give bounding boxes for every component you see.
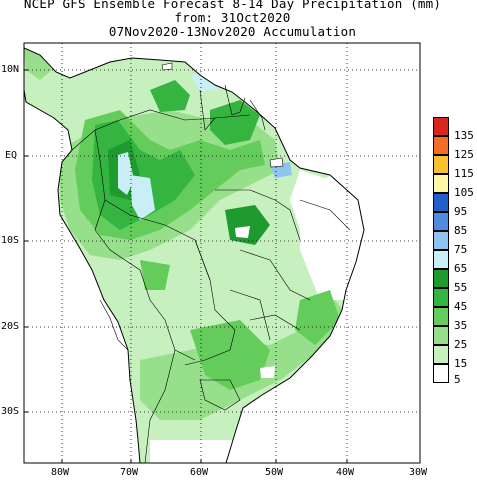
lon-label-40w: 40W [336,467,355,478]
legend-label-45: 45 [454,300,468,313]
legend-label-55: 55 [454,281,468,294]
legend-label-125: 125 [454,148,474,161]
legend-label-65: 65 [454,262,468,275]
country-borders [71,84,351,463]
lat-label-30s: 30S [1,406,20,417]
lon-label-80w: 80W [51,467,70,478]
legend-swatch-45 [433,288,449,307]
lat-label-10n: 10N [1,64,20,75]
legend-label-85: 85 [454,224,468,237]
axis-ticks [24,69,348,463]
legend-swatch-85 [433,212,449,231]
islands [161,62,284,168]
legend-label-25: 25 [454,338,468,351]
legend-swatch-105 [433,174,449,193]
legend-swatch-65 [433,250,449,269]
legend-label-35: 35 [454,319,468,332]
lon-label-60w: 60W [190,467,209,478]
legend-swatch-135 [433,117,449,136]
chart-title: NCEP GFS Ensemble Forecast 8-14 Day Prec… [23,0,442,11]
accumulation-period: 07Nov2020-13Nov2020 Accumulation [108,24,357,39]
legend-swatch-55 [433,269,449,288]
lon-label-30w: 30W [409,467,428,478]
legend-swatch-5 [433,364,449,383]
legend-swatch-95 [433,193,449,212]
legend-label-115: 115 [454,167,474,180]
forecast-from-date: from: 31Oct2020 [174,10,291,25]
lon-label-70w: 70W [120,467,139,478]
legend-label-5: 5 [454,373,461,386]
legend-label-135: 135 [454,129,474,142]
coastline [24,47,365,463]
legend-swatch-125 [433,136,449,155]
legend-label-75: 75 [454,243,468,256]
lat-label-20s: 20S [1,321,20,332]
legend-swatch-115 [433,155,449,174]
legend-swatch-75 [433,231,449,250]
lat-label-eq: EQ [5,150,18,161]
legend-swatch-35 [433,307,449,326]
lon-label-50w: 50W [265,467,284,478]
map-border [23,42,421,464]
legend-label-95: 95 [454,205,468,218]
map-frame [24,43,420,463]
legend-swatch-15 [433,345,449,364]
lat-label-10s: 10S [1,235,20,246]
legend-swatch-25 [433,326,449,345]
legend-label-105: 105 [454,186,474,199]
legend-label-15: 15 [454,357,468,370]
